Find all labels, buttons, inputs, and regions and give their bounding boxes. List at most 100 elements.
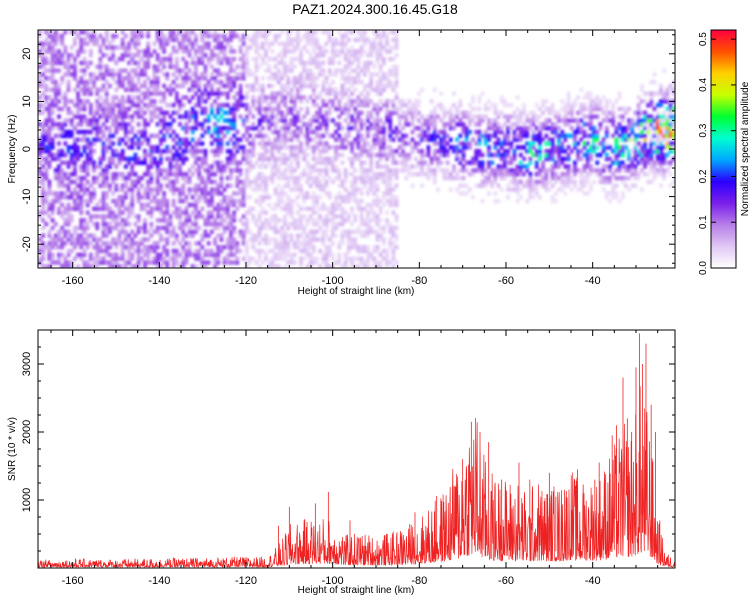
heatmap-cell bbox=[130, 187, 135, 192]
heatmap-cell bbox=[589, 187, 593, 192]
heatmap-cell bbox=[308, 72, 313, 77]
heatmap-cell bbox=[515, 114, 520, 119]
heatmap-cell bbox=[378, 33, 383, 39]
heatmap-cell bbox=[162, 202, 167, 208]
heatmap-cell bbox=[260, 206, 265, 212]
heatmap-cell bbox=[38, 237, 42, 242]
heatmap-cell bbox=[143, 133, 147, 139]
heatmap-cell bbox=[152, 229, 157, 235]
heatmap-cell bbox=[120, 56, 125, 62]
heatmap-cell bbox=[518, 118, 523, 123]
heatmap-cell bbox=[229, 198, 233, 204]
heatmap-cell bbox=[381, 145, 386, 150]
heatmap-cell bbox=[159, 45, 163, 50]
heatmap-cell bbox=[308, 137, 313, 142]
heatmap-cell bbox=[362, 68, 367, 73]
heatmap-cell bbox=[76, 49, 81, 54]
heatmap-cell bbox=[203, 187, 208, 192]
heatmap-cell bbox=[315, 168, 319, 173]
heatmap-cell bbox=[388, 45, 393, 50]
heatmap-cell bbox=[98, 64, 103, 69]
heatmap-cell bbox=[541, 122, 546, 127]
heatmap-cell bbox=[420, 172, 424, 177]
heatmap-cell bbox=[209, 49, 214, 54]
heatmap-cell bbox=[66, 118, 71, 123]
heatmap-cell bbox=[515, 172, 520, 177]
heatmap-cell bbox=[467, 187, 472, 192]
heatmap-cell bbox=[311, 198, 316, 204]
heatmap-cell bbox=[388, 225, 393, 231]
heatmap-cell bbox=[362, 248, 367, 254]
heatmap-cell bbox=[267, 114, 272, 119]
heatmap-cell bbox=[130, 33, 135, 39]
heatmap-cell bbox=[394, 237, 399, 242]
heatmap-cell bbox=[235, 145, 240, 150]
heatmap-cell bbox=[585, 191, 590, 196]
heatmap-cell bbox=[381, 149, 386, 154]
heatmap-cell bbox=[576, 168, 581, 173]
heatmap-cell bbox=[598, 179, 603, 185]
heatmap-cell bbox=[534, 160, 539, 165]
heatmap-cell bbox=[375, 110, 380, 116]
heatmap-cell bbox=[203, 179, 208, 185]
heatmap-cell bbox=[267, 237, 272, 242]
heatmap-cell bbox=[311, 156, 316, 162]
heatmap-cell bbox=[286, 252, 291, 258]
heatmap-cell bbox=[286, 221, 291, 227]
heatmap-cell bbox=[315, 118, 319, 123]
heatmap-cell bbox=[206, 198, 211, 204]
heatmap-cell bbox=[63, 241, 68, 246]
heatmap-cell bbox=[245, 160, 249, 165]
heatmap-cell bbox=[362, 49, 367, 54]
heatmap-cell bbox=[299, 225, 303, 231]
heatmap-cell bbox=[518, 133, 523, 139]
heatmap-cell bbox=[509, 156, 514, 162]
heatmap-cell bbox=[538, 149, 542, 154]
heatmap-cell bbox=[200, 72, 205, 77]
heatmap-cell bbox=[63, 210, 68, 215]
heatmap-cell bbox=[111, 160, 116, 165]
heatmap-cell bbox=[264, 133, 268, 139]
heatmap-cell bbox=[184, 218, 189, 223]
heatmap-cell bbox=[337, 252, 342, 258]
heatmap-cell bbox=[633, 168, 638, 173]
heatmap-cell bbox=[225, 129, 230, 135]
heatmap-cell bbox=[184, 76, 189, 81]
heatmap-cell bbox=[69, 218, 74, 223]
heatmap-cell bbox=[73, 187, 77, 192]
heatmap-cell bbox=[538, 125, 542, 131]
heatmap-cell bbox=[467, 141, 472, 146]
heatmap-cell bbox=[225, 149, 230, 154]
heatmap-cell bbox=[601, 106, 606, 112]
heatmap-cell bbox=[366, 99, 370, 104]
heatmap-cell bbox=[525, 179, 530, 185]
heatmap-cell bbox=[66, 187, 71, 192]
heatmap-cell bbox=[299, 260, 303, 265]
heatmap-cell bbox=[165, 172, 170, 177]
heatmap-cell bbox=[222, 118, 227, 123]
heatmap-cell bbox=[356, 118, 361, 123]
heatmap-cell bbox=[499, 99, 504, 104]
heatmap-cell bbox=[73, 206, 77, 212]
heatmap-cell bbox=[362, 72, 367, 77]
heatmap-cell bbox=[260, 76, 265, 81]
heatmap-cell bbox=[305, 152, 310, 158]
heatmap-cell bbox=[146, 152, 151, 158]
heatmap-cell bbox=[241, 68, 246, 73]
heatmap-cell bbox=[292, 241, 297, 246]
heatmap-cell bbox=[130, 37, 135, 43]
heatmap-cell bbox=[114, 260, 119, 265]
heatmap-cell bbox=[359, 218, 364, 223]
heatmap-cell bbox=[238, 202, 243, 208]
heatmap-cell bbox=[471, 99, 475, 104]
heatmap-cell bbox=[334, 129, 338, 135]
heatmap-cell bbox=[152, 256, 157, 261]
heatmap-cell bbox=[273, 114, 278, 119]
heatmap-cell bbox=[385, 264, 389, 268]
heatmap-cell bbox=[464, 129, 469, 135]
heatmap-cell bbox=[53, 198, 58, 204]
heatmap-cell bbox=[159, 141, 163, 146]
heatmap-cell bbox=[171, 37, 176, 43]
heatmap-cell bbox=[378, 141, 383, 146]
heatmap-cell bbox=[569, 179, 574, 185]
